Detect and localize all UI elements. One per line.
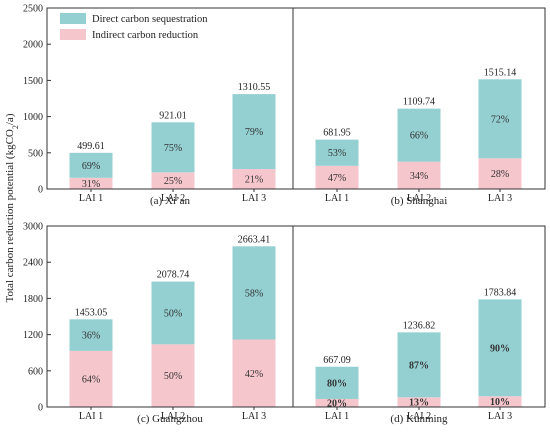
x-tick-label: LAI 3 bbox=[242, 193, 266, 204]
total-label: 1109.74 bbox=[403, 97, 435, 108]
y-tick-label: 2000 bbox=[23, 40, 43, 51]
bar-direct bbox=[315, 139, 359, 166]
bar-direct bbox=[315, 366, 359, 399]
x-tick-label: LAI 1 bbox=[325, 193, 349, 204]
total-label: 921.01 bbox=[159, 110, 187, 121]
panel-title: (a) Xi’an bbox=[150, 195, 191, 207]
pct-label-direct: 36% bbox=[82, 331, 100, 342]
bar-direct bbox=[69, 319, 113, 351]
legend-label-direct: Direct carbon sequestration bbox=[92, 14, 208, 25]
bar-direct bbox=[232, 94, 276, 170]
pct-label-direct: 87% bbox=[409, 360, 429, 371]
total-label: 2078.74 bbox=[157, 270, 190, 281]
total-label: 1236.82 bbox=[403, 320, 436, 331]
pct-label-direct: 75% bbox=[164, 143, 182, 154]
total-label: 1310.55 bbox=[238, 82, 271, 93]
bar-indirect bbox=[69, 177, 113, 189]
y-tick-label: 2400 bbox=[23, 258, 43, 269]
y-tick-label: 0 bbox=[38, 185, 43, 196]
total-label: 667.09 bbox=[323, 355, 351, 366]
total-label: 2663.41 bbox=[238, 234, 271, 245]
y-tick-label: 1800 bbox=[23, 294, 43, 305]
x-tick-label: LAI 1 bbox=[325, 411, 349, 422]
bar-indirect bbox=[478, 158, 522, 189]
bar-direct bbox=[478, 299, 522, 397]
pct-label-indirect: 50% bbox=[164, 371, 182, 382]
bar-direct bbox=[478, 79, 522, 159]
bar-indirect bbox=[315, 398, 359, 407]
pct-label-direct: 80% bbox=[327, 378, 347, 389]
pct-label-indirect: 64% bbox=[82, 374, 100, 385]
pct-label-direct: 50% bbox=[164, 308, 182, 319]
y-axis-label-tail: /a) bbox=[4, 113, 16, 125]
total-label: 1453.05 bbox=[75, 307, 108, 318]
pct-label-indirect: 28% bbox=[491, 169, 509, 180]
total-label: 1783.84 bbox=[484, 287, 517, 298]
panel-title: (c) Guangzhou bbox=[137, 413, 203, 425]
pct-label-direct: 53% bbox=[328, 148, 346, 159]
bar-direct bbox=[151, 281, 195, 345]
legend-swatch-indirect bbox=[60, 29, 86, 40]
x-tick-label: LAI 1 bbox=[79, 411, 103, 422]
x-tick-label: LAI 3 bbox=[488, 193, 512, 204]
pct-label-indirect: 34% bbox=[410, 171, 428, 182]
pct-label-indirect: 10% bbox=[490, 397, 510, 408]
y-tick-label: 1000 bbox=[23, 112, 43, 123]
pct-label-indirect: 47% bbox=[328, 173, 346, 184]
pct-label-indirect: 13% bbox=[409, 398, 429, 409]
bar-indirect bbox=[151, 344, 195, 407]
bar-indirect bbox=[397, 397, 441, 407]
bar-direct bbox=[397, 332, 441, 398]
panel-title: (b) Shanghai bbox=[391, 195, 448, 207]
pct-label-direct: 72% bbox=[491, 114, 509, 125]
bar-indirect bbox=[151, 172, 195, 189]
x-tick-label: LAI 2 bbox=[161, 193, 185, 204]
y-axis-label-subscript: 2 bbox=[11, 125, 20, 129]
pct-label-indirect: 42% bbox=[245, 369, 263, 380]
bar-indirect bbox=[232, 339, 276, 407]
bar-direct bbox=[397, 108, 441, 162]
pct-label-direct: 90% bbox=[490, 343, 510, 354]
total-label: 499.61 bbox=[77, 141, 105, 152]
panel-title: (d) Kunming bbox=[390, 413, 448, 425]
pct-label-indirect: 20% bbox=[327, 398, 347, 409]
x-tick-label: LAI 2 bbox=[161, 411, 185, 422]
pct-label-indirect: 21% bbox=[245, 175, 263, 186]
pct-label-direct: 79% bbox=[245, 127, 263, 138]
bar-direct bbox=[151, 122, 195, 173]
bar-direct bbox=[232, 246, 276, 340]
axes-frame bbox=[46, 7, 546, 190]
bar-indirect bbox=[397, 161, 441, 189]
pct-label-direct: 66% bbox=[410, 131, 428, 142]
y-tick-label: 0 bbox=[38, 403, 43, 414]
bar-indirect bbox=[315, 165, 359, 189]
legend-swatch-direct bbox=[60, 13, 86, 24]
x-tick-label: LAI 3 bbox=[488, 411, 512, 422]
y-tick-label: 500 bbox=[28, 148, 43, 159]
x-tick-label: LAI 3 bbox=[242, 411, 266, 422]
pct-label-direct: 58% bbox=[245, 288, 263, 299]
x-tick-label: LAI 2 bbox=[407, 411, 431, 422]
y-tick-label: 2500 bbox=[23, 4, 43, 15]
legend-label-indirect: Indirect carbon reduction bbox=[92, 30, 199, 41]
axes-frame bbox=[46, 225, 546, 408]
y-tick-label: 600 bbox=[28, 366, 43, 377]
bar-indirect bbox=[69, 350, 113, 407]
total-label: 1515.14 bbox=[484, 67, 517, 78]
pct-label-direct: 69% bbox=[82, 161, 100, 172]
y-tick-label: 1500 bbox=[23, 76, 43, 87]
total-label: 681.95 bbox=[323, 128, 351, 139]
pct-label-indirect: 25% bbox=[164, 176, 182, 187]
x-tick-label: LAI 1 bbox=[79, 193, 103, 204]
pct-label-indirect: 31% bbox=[82, 179, 100, 190]
y-tick-label: 3000 bbox=[23, 222, 43, 233]
bar-indirect bbox=[478, 396, 522, 407]
bar-direct bbox=[69, 152, 113, 178]
y-axis-label: Total carbon reduction potential (kgCO2/… bbox=[4, 113, 20, 302]
bar-indirect bbox=[232, 169, 276, 189]
x-tick-label: LAI 2 bbox=[407, 193, 431, 204]
y-tick-label: 1200 bbox=[23, 330, 43, 341]
